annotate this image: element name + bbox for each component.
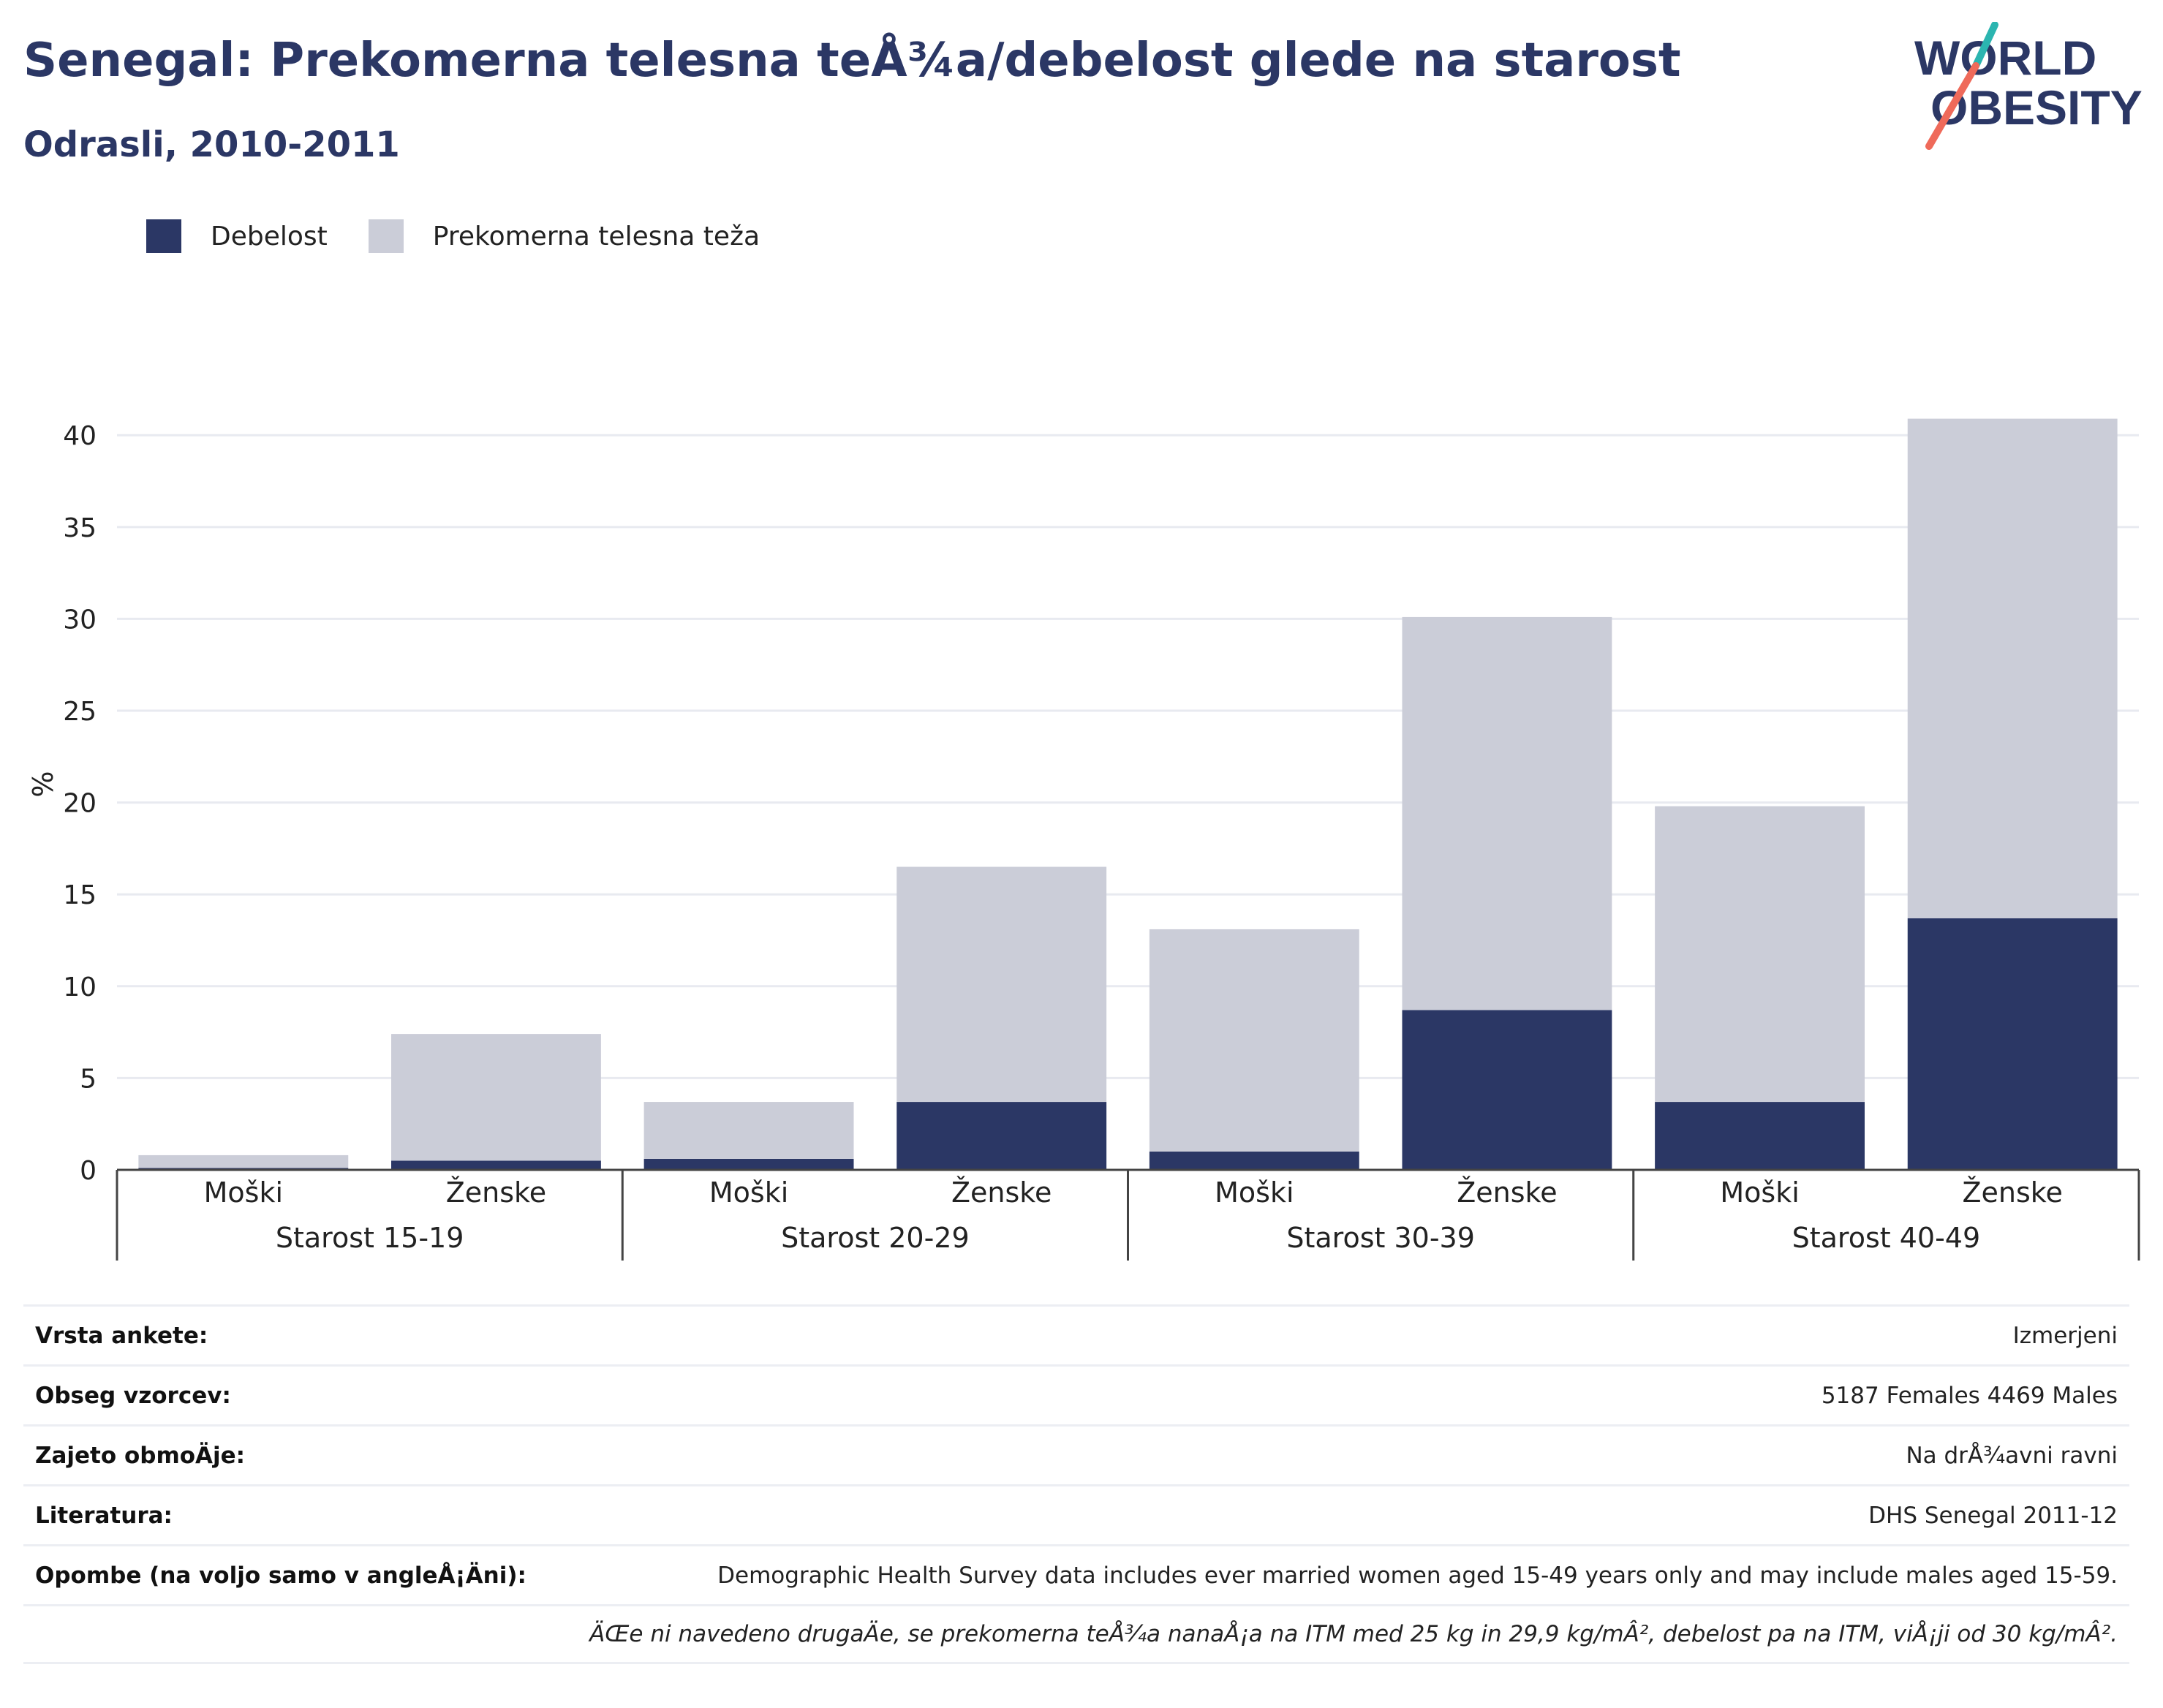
bar-prekomerna-teza (1908, 419, 2118, 918)
y-tick-label: 20 (63, 789, 97, 819)
y-axis-label: % (27, 771, 59, 797)
y-tick-label: 40 (63, 421, 97, 451)
x-category-label: Moški (1720, 1176, 1799, 1209)
meta-row-area: Zajeto obmoÄ je: Na drÅ¾avni ravni (23, 1424, 2129, 1484)
y-tick-label: 5 (80, 1064, 97, 1094)
meta-key: Opombe (na voljo samo v angleÅ¡Ä ni): (35, 1562, 526, 1589)
y-tick-label: 0 (80, 1156, 97, 1186)
bar-prekomerna-teza (138, 1155, 348, 1168)
bar-prekomerna-teza (896, 867, 1106, 1103)
y-tick-label: 15 (63, 880, 97, 910)
bar-prekomerna-teza (391, 1034, 601, 1160)
meta-value: 5187 Females 4469 Males (1822, 1383, 2118, 1409)
bar-debelost (1403, 1010, 1612, 1170)
meta-row-footnote: ÄŒe ni navedeno drugaÄ e, se prekomerna … (23, 1604, 2129, 1664)
survey-info-table: Vrsta ankete: Izmerjeni Obseg vzorcev: 5… (23, 1304, 2129, 1664)
meta-key: Zajeto obmoÄ je: (35, 1443, 245, 1469)
bar-debelost (391, 1160, 601, 1170)
y-tick-label: 10 (63, 972, 97, 1002)
bar-debelost (1150, 1152, 1359, 1170)
meta-row-notes: Opombe (na voljo samo v angleÅ¡Ä ni): De… (23, 1544, 2129, 1604)
x-group-label: Starost 15-19 (276, 1222, 464, 1254)
x-category-label: Moški (1215, 1176, 1294, 1209)
x-group-label: Starost 20-29 (781, 1222, 970, 1254)
bar-prekomerna-teza (644, 1102, 854, 1159)
bar-debelost (644, 1159, 854, 1170)
x-category-label: Moški (204, 1176, 283, 1209)
bar-chart: 0 5 10 15 20 25 30 35 40% Moški Ženske Moški Ženske M… (0, 0, 2163, 1287)
meta-value: Izmerjeni (2013, 1323, 2118, 1349)
bar-prekomerna-teza (1655, 806, 1865, 1102)
x-category-label: Ženske (951, 1176, 1052, 1209)
y-tick-label: 35 (63, 513, 97, 543)
x-category-label: Moški (709, 1176, 788, 1209)
bar-debelost (1908, 918, 2118, 1170)
meta-value: Na drÅ¾avni ravni (1906, 1443, 2118, 1469)
y-tick-label: 30 (63, 605, 97, 635)
x-category-label: Ženske (1457, 1176, 1557, 1209)
footnote: ÄŒe ni navedeno drugaÄ e, se prekomerna … (589, 1621, 2118, 1647)
bar-debelost (1655, 1102, 1865, 1170)
meta-key: Obseg vzorcev: (35, 1383, 231, 1409)
meta-key: Literatura: (35, 1503, 173, 1529)
meta-row-survey-type: Vrsta ankete: Izmerjeni (23, 1304, 2129, 1364)
meta-row-sample-size: Obseg vzorcev: 5187 Females 4469 Males (23, 1364, 2129, 1424)
meta-key: Vrsta ankete: (35, 1323, 208, 1349)
meta-value: Demographic Health Survey data includes … (717, 1562, 2118, 1589)
y-tick-label: 25 (63, 697, 97, 727)
bar-debelost (896, 1102, 1106, 1170)
x-category-label: Ženske (1963, 1176, 2063, 1209)
meta-row-reference: Literatura: DHS Senegal 2011-12 (23, 1484, 2129, 1544)
bar-prekomerna-teza (1150, 929, 1359, 1152)
bar-prekomerna-teza (1403, 617, 1612, 1010)
x-category-label: Ženske (446, 1176, 546, 1209)
meta-value: DHS Senegal 2011-12 (1868, 1503, 2118, 1529)
x-group-label: Starost 40-49 (1792, 1222, 1981, 1254)
x-group-label: Starost 30-39 (1286, 1222, 1475, 1254)
